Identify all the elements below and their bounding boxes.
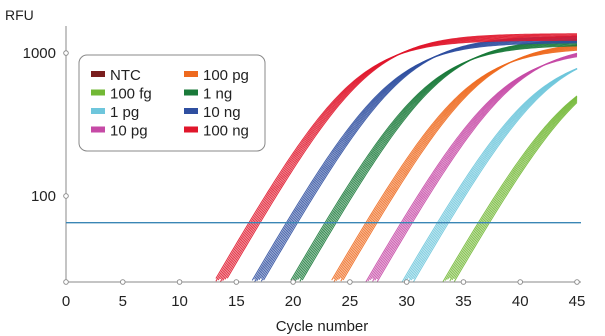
curve-100-pg-rep8 bbox=[342, 44, 578, 281]
x-tick-label: 40 bbox=[512, 293, 529, 310]
curve-1-pg-rep3 bbox=[406, 68, 578, 280]
legend-swatch bbox=[91, 108, 105, 114]
curve-100-pg-rep6 bbox=[340, 45, 578, 279]
x-axis-label: Cycle number bbox=[276, 318, 369, 335]
curve-1-ng-rep6 bbox=[299, 41, 578, 279]
legend-label: 1 ng bbox=[203, 86, 232, 103]
legend-swatch bbox=[184, 89, 198, 96]
curve-100-fg-rep4 bbox=[449, 98, 578, 279]
legend-swatch bbox=[91, 126, 105, 133]
legend-label: 10 pg bbox=[110, 123, 148, 140]
curve-100-ng-rep8 bbox=[226, 33, 578, 279]
y-tick-label: 100 bbox=[31, 188, 56, 205]
x-tick-label: 45 bbox=[569, 293, 586, 310]
legend-label: NTC bbox=[110, 67, 141, 84]
curve-10-pg-rep8 bbox=[376, 52, 578, 283]
legend-box bbox=[78, 54, 266, 152]
x-tick-marker bbox=[517, 279, 523, 285]
curve-100-fg-rep6 bbox=[451, 99, 578, 281]
x-tick-marker bbox=[460, 279, 467, 285]
axes-layer: 0 5 10 15 20 25 30 35 40 45 100 1000 bbox=[23, 26, 586, 310]
curve-100-fg-rep7 bbox=[453, 101, 578, 279]
legend-label: 100 ng bbox=[203, 123, 249, 140]
curve-1-pg-rep6 bbox=[410, 68, 578, 281]
curve-1-pg-rep4 bbox=[408, 68, 578, 279]
x-tick-label: 35 bbox=[455, 293, 472, 310]
curve-1-pg-rep7 bbox=[413, 68, 578, 280]
y-tick-label: 1000 bbox=[23, 45, 56, 62]
curve-100-pg-rep5 bbox=[338, 46, 578, 280]
legend-swatch bbox=[184, 71, 198, 77]
legend-label: 100 pg bbox=[203, 67, 249, 84]
legend-swatch bbox=[91, 71, 105, 77]
x-tick-marker bbox=[233, 279, 240, 285]
x-tick-label: 5 bbox=[119, 293, 127, 310]
legend-swatch bbox=[91, 89, 105, 96]
x-tick-marker bbox=[403, 279, 410, 285]
curve-100-fg-rep5 bbox=[449, 98, 578, 282]
legend-swatch bbox=[184, 126, 198, 133]
curve-1-ng-rep5 bbox=[297, 41, 578, 280]
x-tick-marker bbox=[574, 279, 580, 285]
x-tick-label: 0 bbox=[62, 293, 70, 310]
curve-100-pg-rep1 bbox=[331, 49, 578, 281]
y-tick-marker bbox=[63, 193, 69, 199]
x-tick-marker bbox=[347, 279, 353, 285]
legend-label: 1 pg bbox=[110, 104, 139, 121]
curve-100-pg-rep7 bbox=[340, 45, 578, 282]
curve-100-fg-rep8 bbox=[453, 102, 578, 282]
legend-label: 100 fg bbox=[110, 86, 152, 103]
curve-100-fg-rep3 bbox=[447, 97, 578, 280]
x-tick-marker bbox=[120, 279, 126, 285]
curve-1-ng-rep2 bbox=[292, 44, 578, 280]
curve-1-pg-rep8 bbox=[413, 68, 578, 282]
curve-100-fg-rep1 bbox=[442, 95, 578, 282]
curve-100-pg-rep2 bbox=[333, 48, 578, 280]
curve-100-fg-rep2 bbox=[444, 96, 578, 281]
legend-swatch bbox=[184, 108, 198, 114]
legend: NTC 100 pg 100 fg 1 ng 1 pg 10 ng 10 pg 100 ng bbox=[78, 54, 266, 152]
x-tick-marker bbox=[63, 279, 69, 285]
x-tick-label: 10 bbox=[171, 293, 188, 310]
curve-1-ng-rep3 bbox=[292, 43, 578, 283]
x-tick-label: 25 bbox=[342, 293, 359, 310]
legend-label: 10 ng bbox=[203, 104, 241, 121]
x-tick-label: 20 bbox=[285, 293, 302, 310]
y-axis-label: RFU bbox=[5, 7, 34, 23]
x-tick-label: 15 bbox=[228, 293, 245, 310]
x-tick-marker bbox=[176, 279, 183, 285]
curve-1-ng-rep4 bbox=[294, 42, 578, 281]
curves-layer bbox=[215, 33, 578, 283]
y-tick-marker bbox=[63, 50, 69, 56]
x-tick-label: 30 bbox=[398, 293, 415, 310]
x-tick-marker bbox=[290, 279, 296, 285]
curve-1-ng-rep1 bbox=[290, 45, 578, 281]
curve-1-pg-rep5 bbox=[408, 68, 578, 282]
